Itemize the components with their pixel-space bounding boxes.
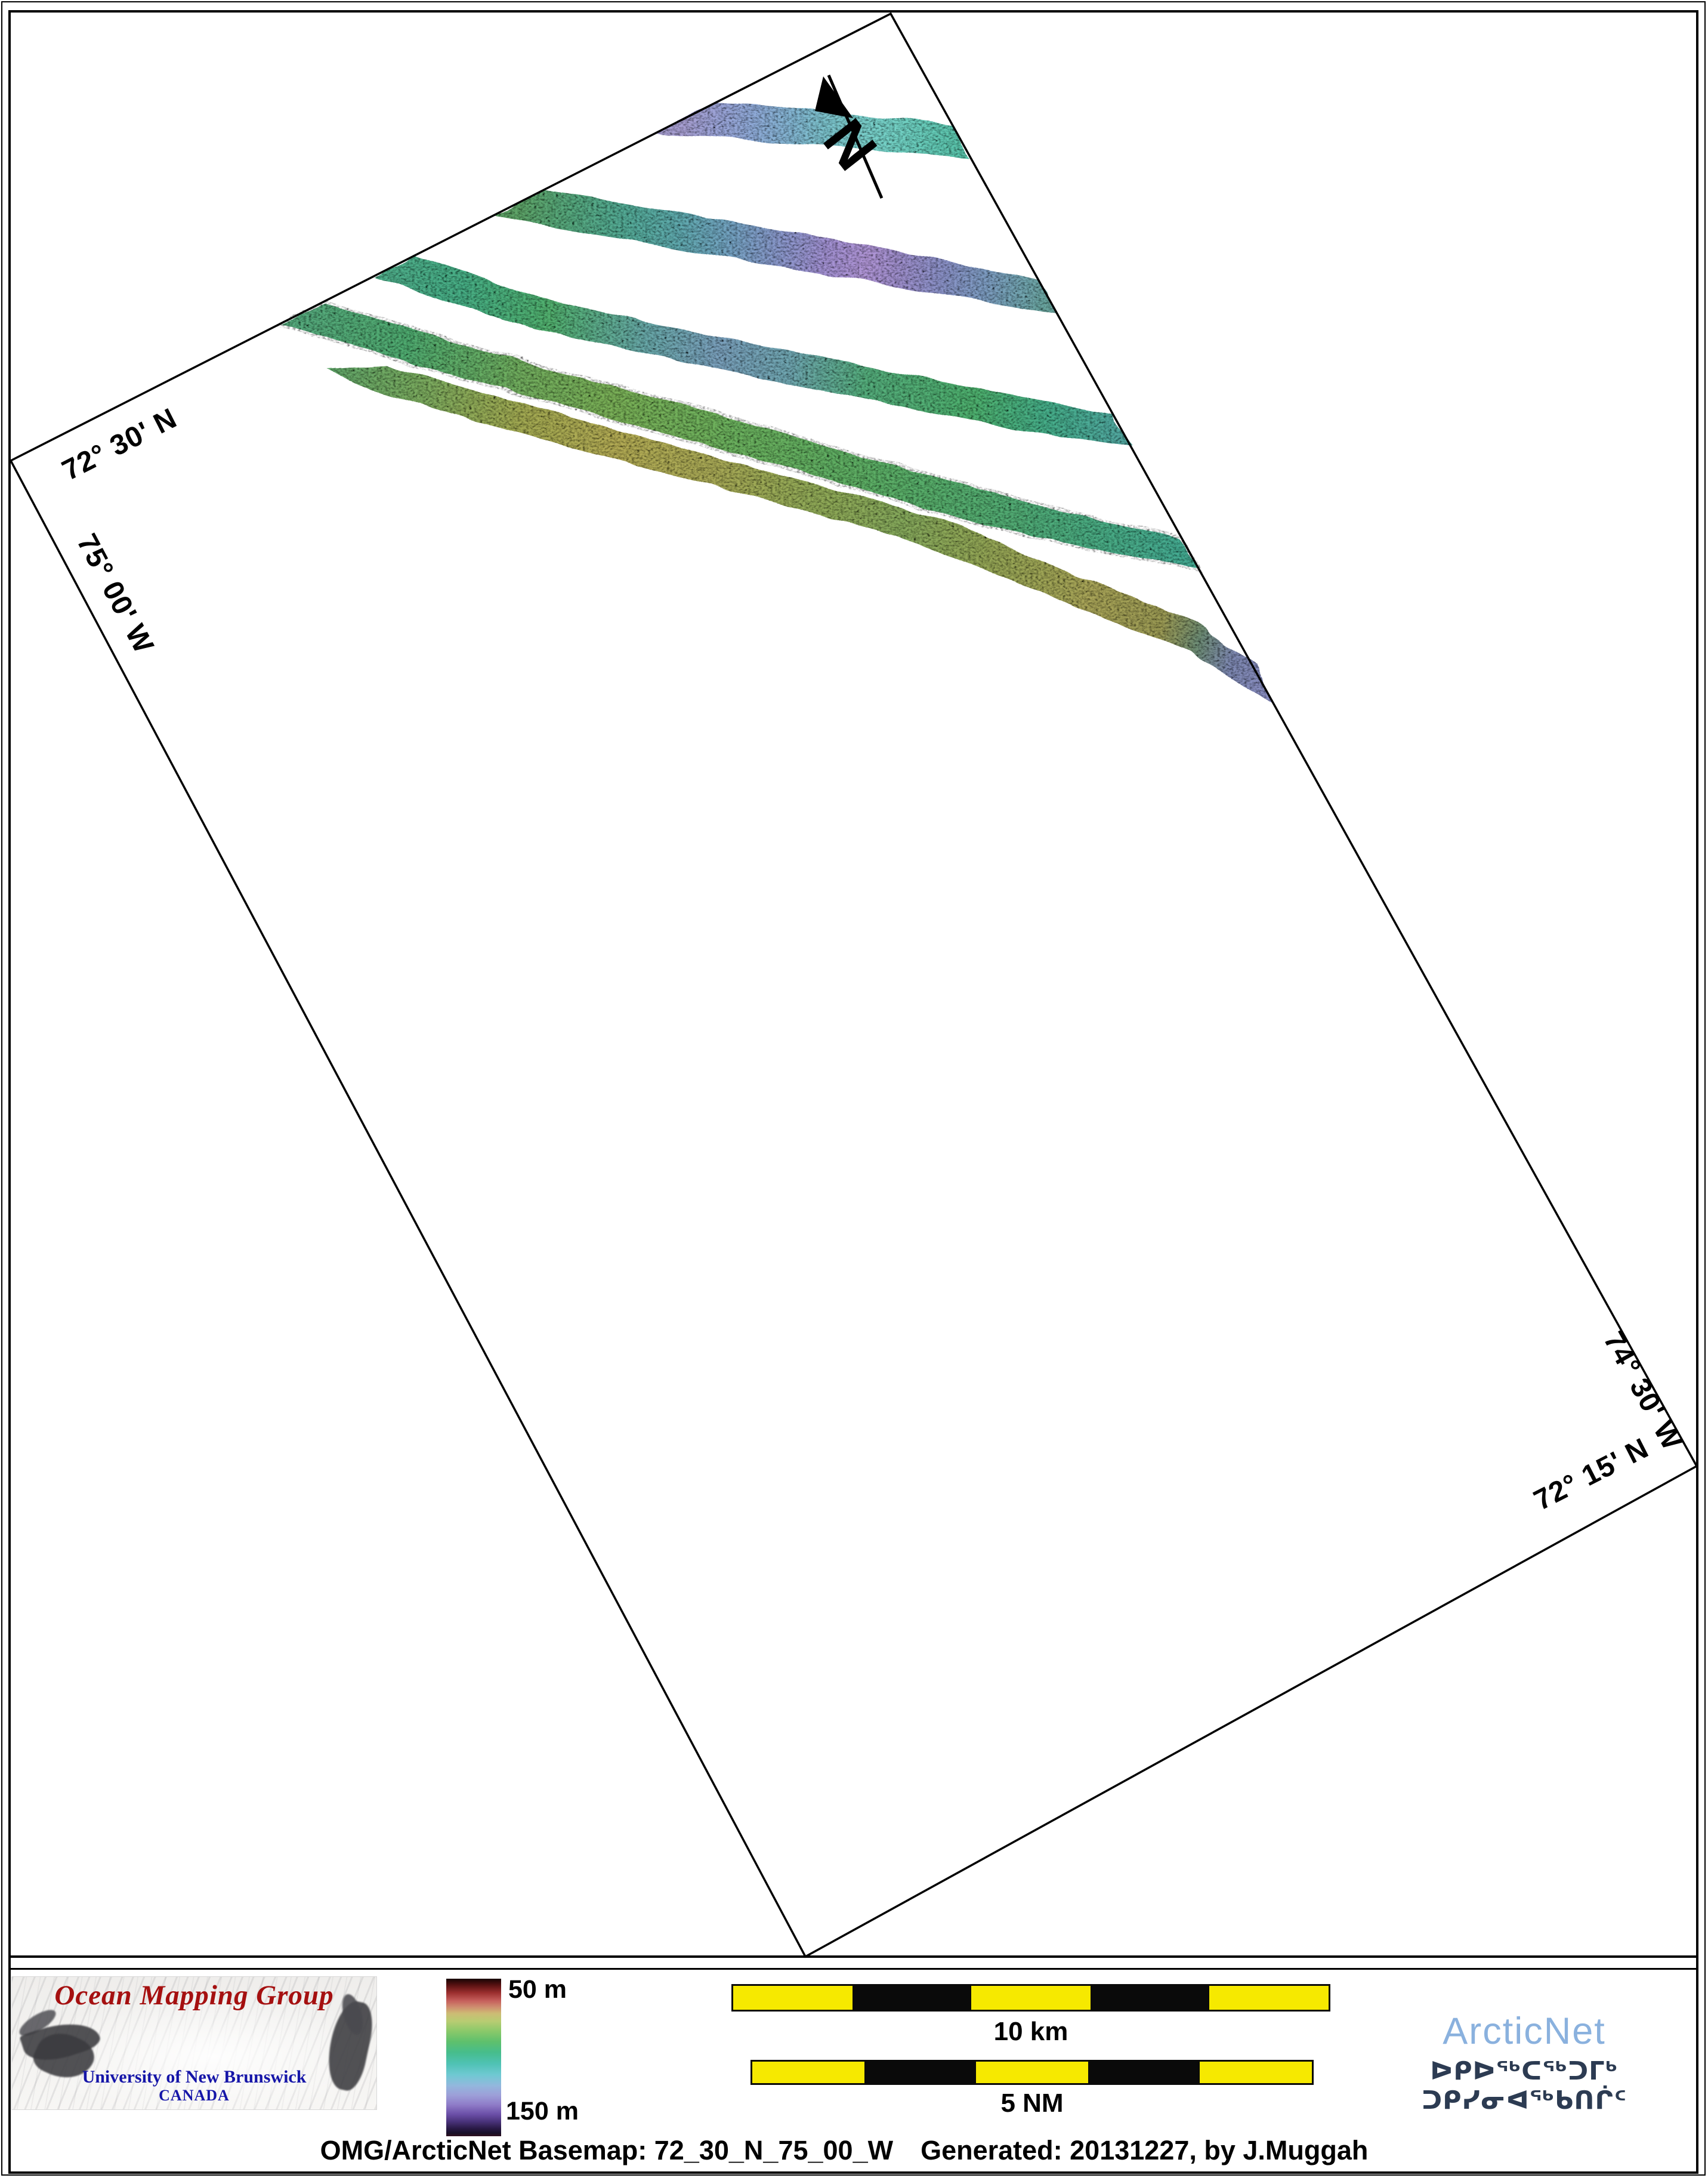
scalebar-segment [1200,2062,1312,2083]
arcticnet-wordmark: ArcticNet [1443,2010,1606,2052]
scalebar-kilometres [731,1984,1330,2012]
scalebar-segment [1088,2062,1200,2083]
bathymetry-swath-layer [274,101,1273,703]
scalebar-segment [852,1986,972,2010]
depth-scale-min-label: 50 m [508,1975,567,2004]
scalebar-segment [733,1986,853,2010]
arcticnet-logo: ArcticNet ᐅᑭᐅᖅᑕᖅᑐᒥᒃ ᑐᑭᓯᓂᐊᖅᑲᑎᒌᑦ [1345,2010,1703,2115]
label-latitude-bottom: 72° 15' N [1529,1432,1654,1517]
scalebar-segment [1090,1986,1210,2010]
bathymetry-swath-1 [654,101,971,158]
depth-scale-max-label: 150 m [506,2097,579,2125]
label-longitude-left: 75° 00' W [70,529,159,659]
scalebar-segment [752,2062,864,2083]
page-border-inner [8,10,1698,2174]
basemap-caption-generated: Generated: 20131227, by J.Muggah [921,2135,1369,2165]
scalebar-segment [864,2062,977,2083]
footer-separator-line-2 [10,1968,1698,1970]
scalebar-segment [976,2062,1088,2083]
bathymetry-swath-5 [325,365,1273,703]
arcticnet-inuktitut-text: ᐅᑭᐅᖅᑕᖅᑐᒥᒃ ᑐᑭᓯᓂᐊᖅᑲᑎᒌᑦ [1422,2056,1627,2115]
scalebar-kilometres-label: 10 km [993,2017,1068,2046]
bathymetry-swath-3 [373,255,1131,446]
omg-logo-title: Ocean Mapping Group [54,1980,334,2011]
north-arrow-shaft [827,75,884,199]
map-boundary [9,12,1698,1958]
basemap-caption: OMG/ArcticNet Basemap: 72_30_N_75_00_W Ge… [251,2135,1438,2166]
map-canvas: N 72° 30' N 75° 00' W 74° 30' W 72° 15' … [9,12,1698,1958]
omg-logo-country: CANADA [159,2087,230,2104]
label-latitude-top: 72° 30' N [57,402,182,487]
scalebar-nautical-miles [750,2060,1314,2085]
north-arrow-head [815,76,853,118]
basemap-caption-title: OMG/ArcticNet Basemap: 72_30_N_75_00_W [320,2135,894,2165]
scalebar-segment [1209,1986,1329,2010]
bathymetry-swath-2 [494,190,1057,313]
label-longitude-right: 74° 30' W [1597,1326,1688,1456]
depth-color-scale [446,1979,501,2136]
footer-separator-line-1 [10,1955,1698,1958]
omg-logo: Ocean Mapping Group University of New Br… [11,1976,377,2110]
scalebar-segment [971,1986,1091,2010]
omg-logo-university: University of New Brunswick [82,2067,307,2087]
scalebar-nautical-miles-label: 5 NM [1000,2088,1064,2118]
